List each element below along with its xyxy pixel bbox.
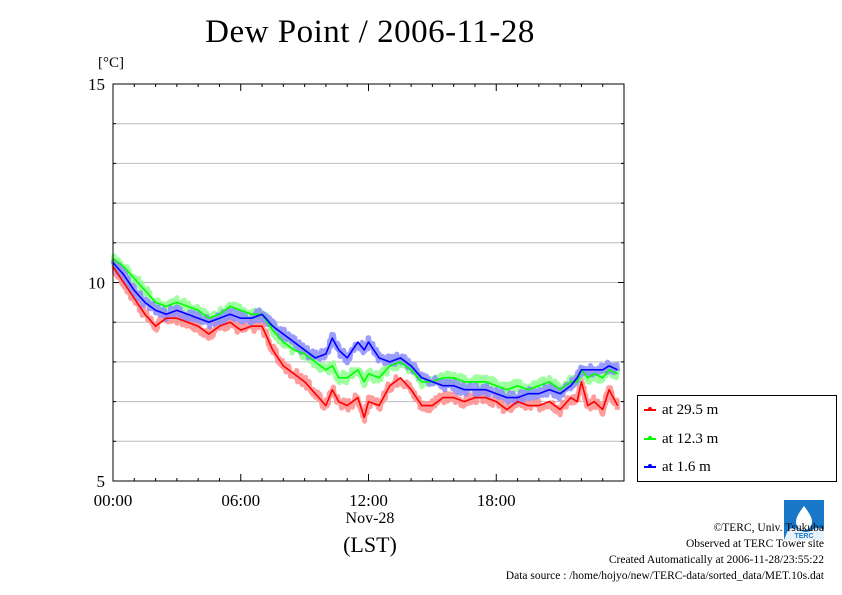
credit-site: Observed at TERC Tower site [685,538,824,550]
legend: at 29.5 m at 12.3 m at 1.6 m [637,395,837,482]
x-tick-label: 12:00 [349,491,388,510]
credit-source: Data source : /home/hojyo/new/TERC-data/… [505,570,824,582]
legend-swatch-green [644,436,656,440]
grid-lines [113,123,624,442]
logo-text: TERC [794,533,813,540]
chart-title: Dew Point / 2006-11-28 [205,14,535,50]
x-axis-label: (LST) [343,532,397,557]
legend-label: at 12.3 m [662,430,719,447]
y-tick-label: 15 [88,75,105,94]
legend-swatch-red [644,407,656,411]
credits-block: ©TERC, Univ. Tsukuba Observed at TERC To… [506,520,824,584]
series-line [112,258,618,391]
x-tick-label: 06:00 [221,491,260,510]
y-tick-label: 5 [97,472,106,491]
date-label: Nov-28 [345,510,395,527]
series-lines [112,258,619,419]
terc-logo: TERC [784,500,824,540]
credit-copyright: ©TERC, Univ. Tsukuba [713,522,824,534]
series-band [111,260,621,424]
x-tick-label: 00:00 [94,491,133,510]
x-tick-label: 18:00 [477,491,516,510]
series-line [112,262,618,399]
x-ticks: 00:00 06:00 12:00 18:00 [94,84,625,510]
y-axis-unit-label: [°C] [98,55,124,71]
legend-item: at 12.3 m [644,429,718,449]
credit-created: Created Automatically at 2006-11-28/23:5… [608,554,824,566]
legend-label: at 29.5 m [662,401,719,418]
y-tick-label: 10 [88,274,105,293]
legend-item: at 29.5 m [644,400,718,420]
legend-item: at 1.6 m [644,457,711,477]
series-line [112,266,619,419]
legend-swatch-blue [644,464,656,468]
series-noise-bands [110,253,621,424]
y-ticks: 5 10 15 [88,75,624,491]
legend-label: at 1.6 m [662,458,711,475]
series-band [110,258,621,405]
